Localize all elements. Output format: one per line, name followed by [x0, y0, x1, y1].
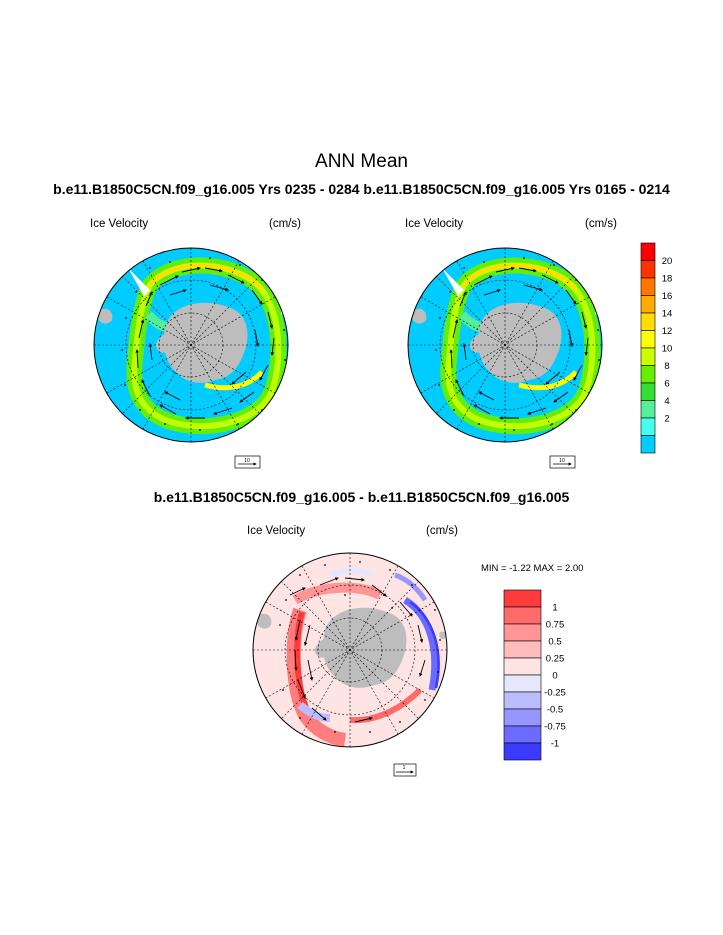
diff-colorbar-swatch	[503, 674, 542, 693]
ref-vector-case1: 10	[234, 455, 261, 469]
diff-colorbar-label: 0.25	[546, 653, 565, 664]
diff-colorbar-swatch	[503, 742, 542, 761]
diff-colorbar-swatch	[503, 657, 542, 676]
speed-colorbar-label: 16	[662, 291, 673, 302]
speed-colorbar-swatch	[640, 330, 656, 349]
ref-vector-diff: 1	[393, 763, 417, 777]
speed-colorbar-swatch	[640, 242, 656, 261]
panel3-units-label: (cm/s)	[426, 525, 458, 537]
ref-vector-label: 1	[403, 765, 406, 771]
diff-colorbar-label: -0.5	[547, 704, 563, 715]
speed-map-case2	[407, 247, 603, 443]
speed-colorbar-swatch	[640, 347, 656, 366]
diff-colorbar-label: -1	[551, 738, 559, 749]
speed-colorbar-label: 10	[662, 343, 673, 354]
diff-colorbar-swatch	[503, 640, 542, 659]
diff-subtitle: b.e11.B1850C5CN.f09_g16.005 - b.e11.B185…	[153, 489, 570, 505]
speed-colorbar-label: 2	[664, 413, 669, 424]
ref-vector-case2: 10	[549, 455, 576, 469]
speed-map-case1	[93, 247, 289, 443]
diff-colorbar: 1 0.75 0.5 0.25 0 -0.25 -0.5 -0.75 -1	[503, 589, 566, 761]
diff-colorbar-label: 0	[552, 670, 557, 681]
top-subtitle: b.e11.B1850C5CN.f09_g16.005 Yrs 0235 - 0…	[53, 181, 670, 197]
speed-colorbar-label: 14	[662, 308, 673, 319]
speed-colorbar-label: 18	[662, 273, 673, 284]
speed-colorbar-label: 20	[662, 256, 673, 267]
diff-colorbar-label: -0.25	[544, 687, 566, 698]
panel1-units-label: (cm/s)	[269, 218, 301, 230]
panel1-field-label: Ice Velocity	[90, 218, 149, 230]
speed-colorbar-label: 4	[664, 396, 669, 407]
diff-colorbar-swatch	[503, 623, 542, 642]
speed-colorbar: 20 18 16 14 12 10 8 6 4 2	[640, 242, 673, 454]
speed-colorbar-swatch	[640, 435, 656, 454]
diff-colorbar-label: 0.75	[546, 619, 565, 630]
speed-colorbar-swatch	[640, 417, 656, 436]
diff-colorbar-swatch	[503, 708, 542, 727]
speed-colorbar-swatch	[640, 312, 656, 331]
diff-colorbar-label: 0.5	[548, 636, 561, 647]
panel2-field-label: Ice Velocity	[405, 218, 464, 230]
ref-vector-label: 10	[559, 458, 565, 464]
diff-min-max: MIN = -1.22 MAX = 2.00	[481, 563, 584, 574]
diff-colorbar-swatch	[503, 725, 542, 744]
main-title: ANN Mean	[315, 151, 408, 172]
diff-colorbar-swatch	[503, 691, 542, 710]
panel3-field-label: Ice Velocity	[247, 525, 306, 537]
diff-colorbar-label: -0.75	[544, 721, 566, 732]
speed-colorbar-label: 8	[664, 361, 669, 372]
speed-colorbar-label: 12	[662, 326, 673, 337]
ref-vector-label: 10	[244, 458, 250, 464]
diff-colorbar-label: 1	[552, 602, 557, 613]
diff-colorbar-swatch	[503, 606, 542, 625]
speed-colorbar-swatch	[640, 400, 656, 419]
speed-colorbar-swatch	[640, 365, 656, 384]
diff-colorbar-swatch	[503, 589, 542, 608]
panel2-units-label: (cm/s)	[585, 218, 617, 230]
speed-colorbar-swatch	[640, 382, 656, 401]
speed-colorbar-swatch	[640, 277, 656, 296]
speed-colorbar-label: 6	[664, 378, 669, 389]
difference-map	[252, 552, 448, 748]
speed-colorbar-swatch	[640, 295, 656, 314]
speed-colorbar-swatch	[640, 260, 656, 279]
